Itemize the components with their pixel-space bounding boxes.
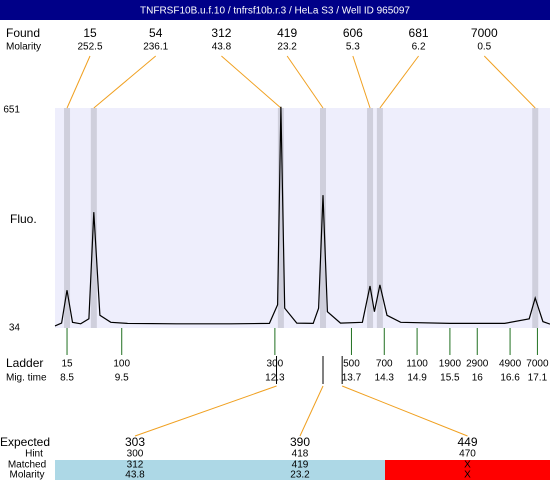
ladder-size: 500: [343, 359, 360, 370]
ladder-size: 15: [61, 359, 73, 370]
y-tick-label: 651: [3, 105, 20, 116]
molarity-value: X: [464, 470, 471, 480]
found-molarity: 0.5: [477, 42, 491, 53]
peak-band: [532, 108, 539, 328]
ladder-time: 8.5: [60, 373, 74, 384]
y-tick-label: 34: [9, 323, 21, 334]
ladder-label: Ladder: [6, 356, 43, 370]
matched-label: Matched: [8, 460, 46, 471]
peak-connector: [286, 55, 324, 109]
expected-connector: [341, 385, 468, 437]
molarity-value: 23.2: [290, 470, 310, 480]
hint-label: Hint: [25, 449, 43, 460]
ladder-size: 2900: [466, 359, 489, 370]
expected-size: 449: [457, 435, 477, 449]
ladder-size: 1100: [406, 359, 428, 370]
found-size: 15: [83, 26, 97, 40]
found-molarity: 6.2: [412, 42, 426, 53]
ladder-size: 1900: [439, 359, 462, 370]
peak-connector: [379, 55, 419, 109]
title-bar: [0, 0, 550, 20]
mig-time-label: Mig. time: [6, 373, 47, 384]
status-cell: [215, 460, 385, 480]
found-molarity-label: Molarity: [6, 42, 41, 53]
found-molarity: 236.1: [143, 42, 168, 53]
status-cell: [385, 460, 550, 480]
ladder-size: 100: [113, 359, 130, 370]
peak-band: [376, 108, 383, 328]
status-cell: [55, 460, 215, 480]
expected-size: 303: [125, 435, 145, 449]
peak-connector: [221, 55, 282, 109]
peak-band: [277, 108, 284, 328]
found-size: 606: [343, 26, 363, 40]
ladder-time: 17.1: [528, 373, 548, 384]
hint-value: 300: [127, 449, 144, 460]
found-size: 681: [409, 26, 429, 40]
found-molarity: 23.2: [277, 42, 297, 53]
found-molarity: 252.5: [77, 42, 102, 53]
hint-value: 470: [459, 449, 476, 460]
found-size: 54: [149, 26, 163, 40]
found-molarity: 43.8: [212, 42, 232, 53]
plot-area: [55, 108, 550, 328]
peak-band: [367, 108, 374, 328]
found-label: Found: [6, 26, 40, 40]
peak-band: [320, 108, 327, 328]
found-size: 419: [277, 26, 297, 40]
ladder-time: 12.3: [265, 373, 285, 384]
y-axis-label: Fluo.: [10, 212, 37, 226]
trace: [54, 106, 550, 327]
found-size: 312: [211, 26, 231, 40]
expected-label: Expected: [0, 435, 50, 449]
matched-value: 419: [292, 460, 309, 471]
ladder-size: 300: [267, 359, 284, 370]
ladder-size: 700: [376, 359, 393, 370]
matched-value: 312: [127, 460, 144, 471]
ladder-size: 4900: [499, 359, 522, 370]
found-molarity: 5.3: [346, 42, 360, 53]
molarity-value: 43.8: [125, 470, 145, 480]
found-size: 7000: [471, 26, 498, 40]
peak-connector: [66, 55, 91, 109]
hint-value: 418: [292, 449, 309, 460]
ladder-time: 15.5: [440, 373, 460, 384]
ladder-time: 14.9: [407, 373, 427, 384]
expected-connector: [134, 385, 277, 437]
peak-connector: [93, 55, 157, 109]
peak-band: [64, 108, 71, 328]
molarity-label: Molarity: [9, 470, 44, 480]
ladder-time: 13.7: [342, 373, 362, 384]
ladder-time: 16: [472, 373, 484, 384]
ladder-size: 7000: [526, 359, 549, 370]
expected-connector: [299, 385, 324, 437]
ladder-time: 16.6: [500, 373, 520, 384]
peak-connector: [352, 55, 371, 109]
matched-value: X: [464, 460, 471, 471]
expected-size: 390: [290, 435, 310, 449]
title: TNFRSF10B.u.f.10 / tnfrsf10b.r.3 / HeLa …: [140, 6, 410, 17]
peak-connector: [483, 55, 536, 109]
ladder-time: 14.3: [375, 373, 395, 384]
ladder-time: 9.5: [115, 373, 129, 384]
